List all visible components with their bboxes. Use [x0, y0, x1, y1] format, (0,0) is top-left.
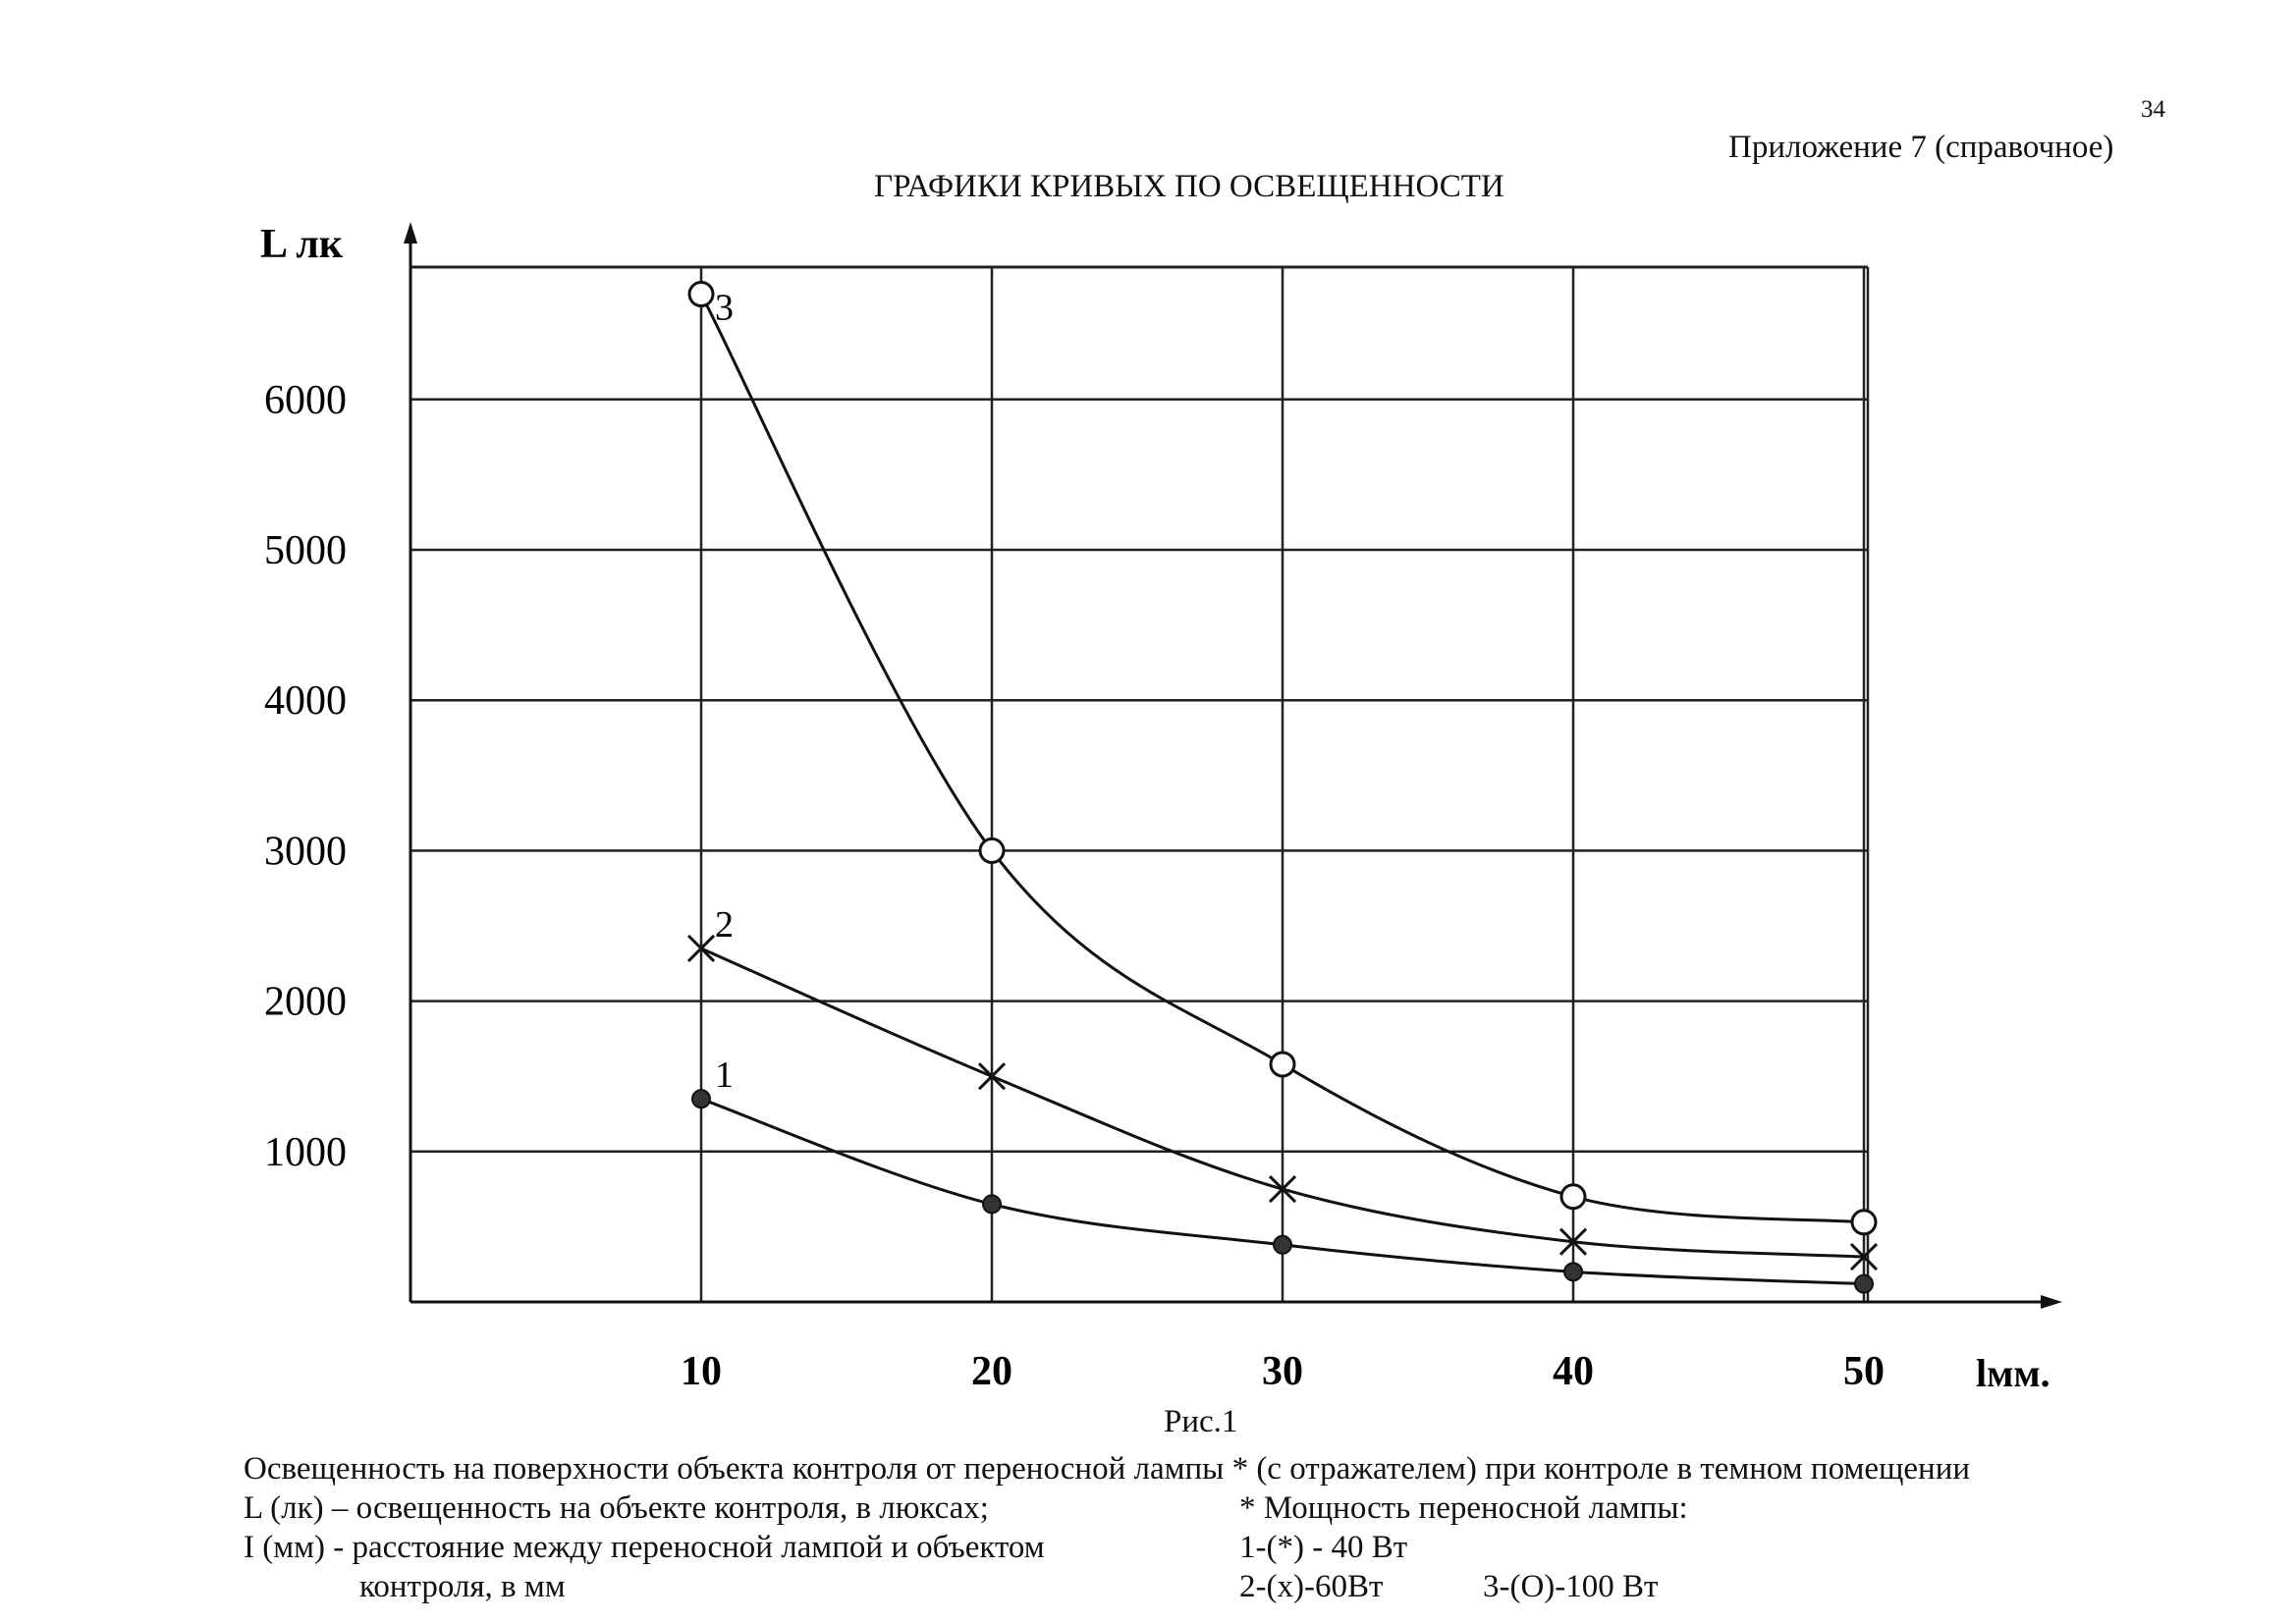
- y-tick-label: 3000: [264, 829, 347, 874]
- marker-dot: [982, 1194, 1002, 1215]
- marker-cross-stroke: [1849, 1242, 1879, 1271]
- labels: L лк lмм. 1000 2000 3000 4000 5000 6000 10 20 30 40…: [260, 222, 2050, 1394]
- y-tick-label: 4000: [264, 678, 347, 724]
- marker-cross: [686, 934, 716, 963]
- marker-circle: [1559, 1183, 1587, 1211]
- power-legend-1: 1-(*) - 40 Вт: [1239, 1530, 1408, 1565]
- marker-dot: [1854, 1273, 1874, 1294]
- x-axis-arrow: [2041, 1295, 2062, 1309]
- marker-circle: [1850, 1209, 1878, 1236]
- y-axis-label: L лк: [260, 222, 344, 267]
- marker-cross: [1268, 1175, 1297, 1204]
- y-tick-label: 2000: [264, 980, 347, 1025]
- x-tick-label: 30: [1262, 1349, 1303, 1394]
- x-axis-label: lмм.: [1976, 1351, 2050, 1394]
- definition-l: L (лк) – освещенность на объекте контрол…: [244, 1490, 989, 1526]
- figure-label: Рис.1: [1164, 1404, 1238, 1439]
- marker-cross: [1849, 1242, 1879, 1271]
- page-number: 34: [2141, 96, 2165, 123]
- y-tick-label: 1000: [264, 1130, 347, 1175]
- x-tick-label: 40: [1553, 1349, 1594, 1394]
- chart-title: ГРАФИКИ КРИВЫХ ПО ОСВЕЩЕННОСТИ: [874, 169, 1504, 204]
- appendix-label: Приложение 7 (справочное): [1728, 130, 2114, 165]
- x-tick-label: 20: [971, 1349, 1012, 1394]
- marker-circle: [687, 281, 715, 308]
- grid: [410, 265, 1870, 1302]
- marker-circle: [1269, 1051, 1296, 1078]
- markers: [686, 281, 1879, 1294]
- y-tick-label: 5000: [264, 528, 347, 573]
- illuminance-chart: L лк lмм. 1000 2000 3000 4000 5000 6000 10 20 30 40…: [260, 222, 2062, 1394]
- series-label-3: 3: [715, 288, 734, 329]
- definition-i-line1: I (мм) - расстояние между переносной лам…: [244, 1530, 1045, 1565]
- marker-circle: [978, 837, 1006, 864]
- marker-dot: [691, 1089, 711, 1109]
- marker-cross: [1558, 1227, 1588, 1256]
- power-legend-3: 3-(О)-100 Вт: [1483, 1569, 1659, 1604]
- marker-cross-stroke: [977, 1062, 1007, 1091]
- x-tick-label: 50: [1843, 1349, 1885, 1394]
- marker-dot: [1563, 1262, 1583, 1282]
- power-legend-2: 2-(х)-60Вт: [1239, 1569, 1384, 1604]
- series-label-1: 1: [715, 1055, 734, 1096]
- y-tick-label: 6000: [264, 378, 347, 423]
- marker-cross: [977, 1062, 1007, 1091]
- definition-i-line2: контроля, в мм: [359, 1569, 566, 1604]
- marker-cross-stroke: [686, 934, 716, 963]
- axes: [404, 222, 2062, 1309]
- marker-dot: [1273, 1234, 1292, 1255]
- x-tick-label: 10: [681, 1349, 722, 1394]
- marker-cross-stroke: [1558, 1227, 1588, 1256]
- y-axis-arrow: [404, 222, 417, 243]
- marker-cross-stroke: [1268, 1175, 1297, 1204]
- figure-caption: Освещенность на поверхности объекта конт…: [244, 1451, 1971, 1487]
- series-label-2: 2: [715, 904, 734, 946]
- curve-3: [699, 293, 1865, 1224]
- power-legend-title: * Мощность переносной лампы:: [1239, 1490, 1688, 1526]
